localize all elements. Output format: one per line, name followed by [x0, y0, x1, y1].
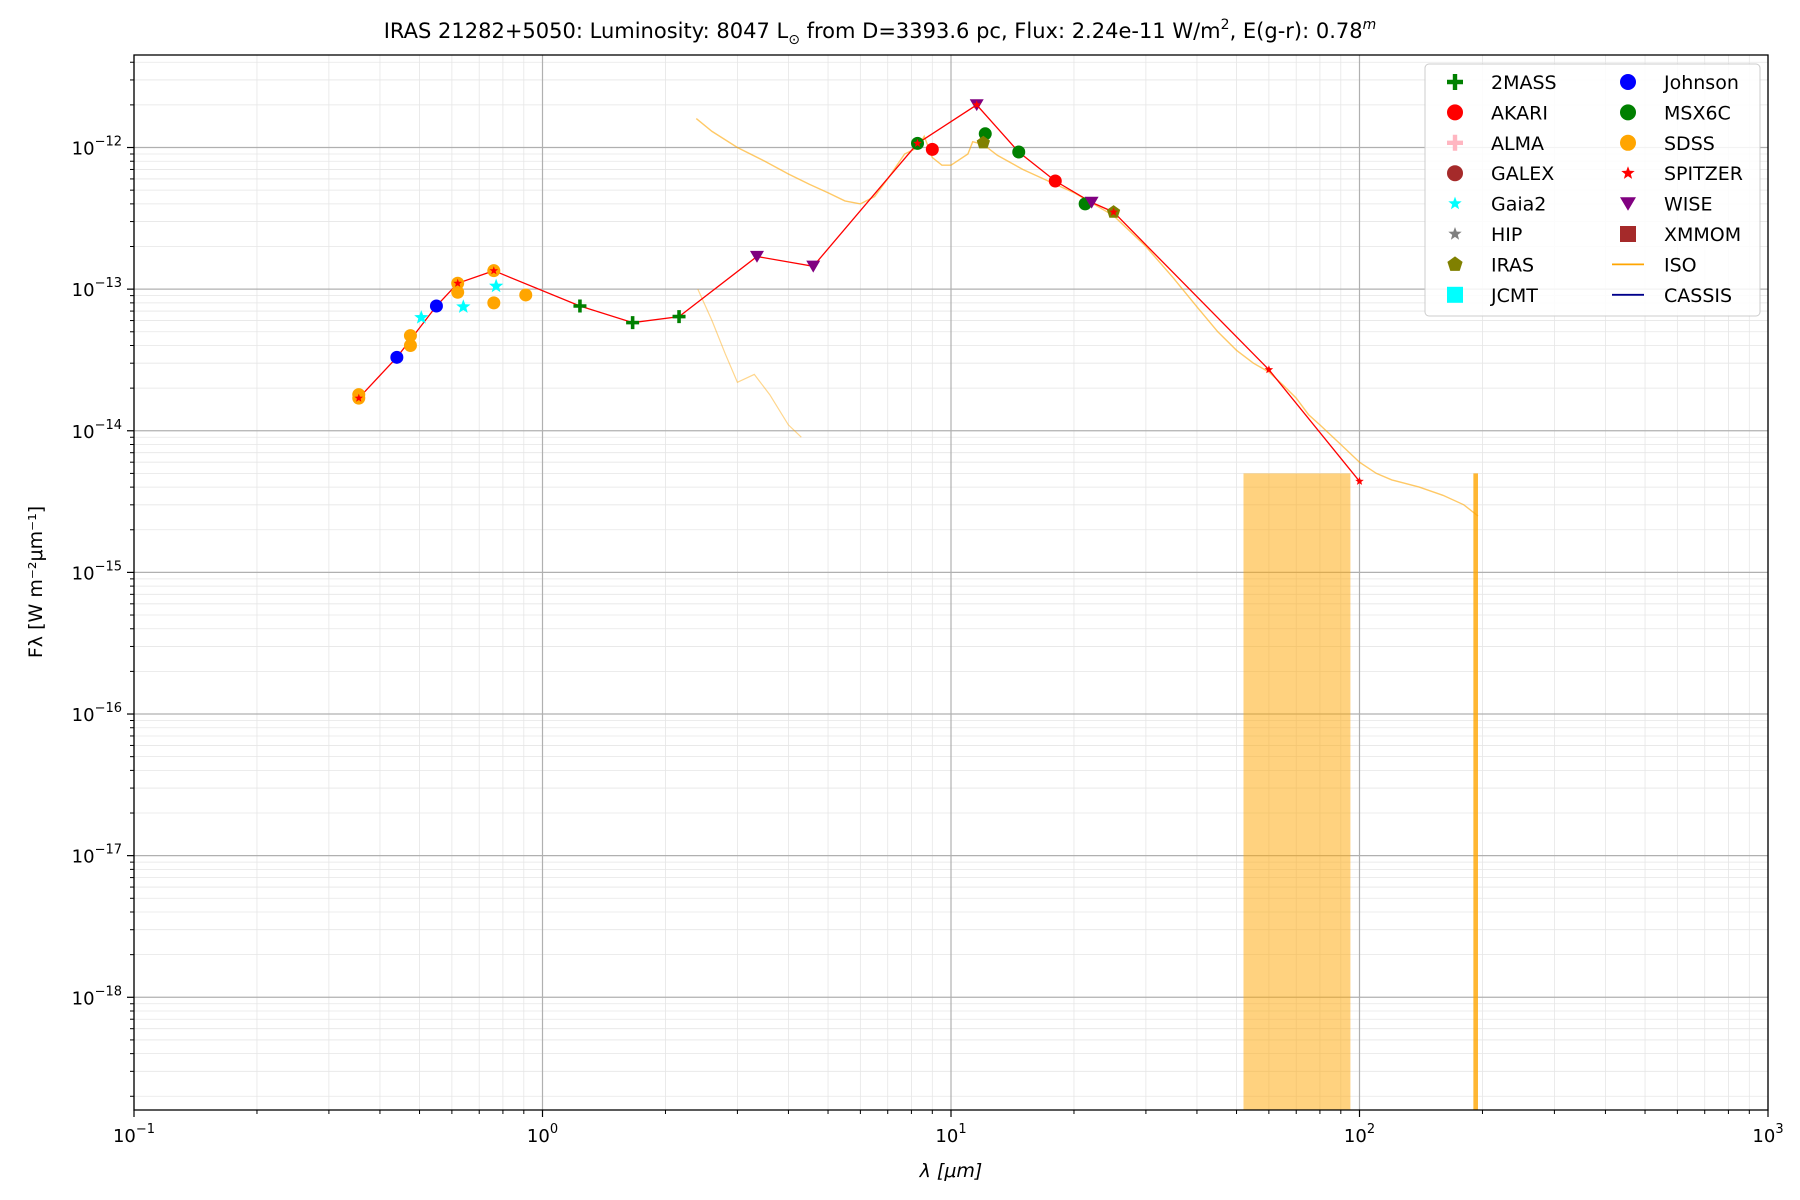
legend-label-alma: ALMA	[1491, 133, 1544, 155]
point-spitzer	[1355, 476, 1364, 485]
point-spitzer	[972, 100, 981, 109]
y-tick-label: 10−14	[72, 418, 122, 443]
x-tick-label: 100	[527, 1122, 558, 1147]
iso-tail-band	[1473, 473, 1478, 1110]
chart-title: IRAS 21282+5050: Luminosity: 8047 L⊙ fro…	[384, 17, 1377, 48]
point-sdss	[451, 285, 465, 299]
legend-label-iso: ISO	[1664, 254, 1697, 276]
x-tick-label: 103	[1752, 1122, 1783, 1147]
legend-label-xmmom: XMMOM	[1664, 224, 1741, 246]
iso-spectrum-line-lower	[697, 288, 802, 438]
y-tick-label: 10−17	[72, 843, 122, 868]
point-spitzer	[354, 393, 363, 402]
legend-label-cassis: CASSIS	[1664, 285, 1732, 307]
legend-label-gaia2: Gaia2	[1491, 194, 1546, 216]
x-tick-label: 102	[1344, 1122, 1375, 1147]
legend-label-wise: WISE	[1664, 194, 1712, 216]
legend: 2MASS Johnson AKARI MSX6C ALMA SDSS GALEX SPITZ…	[1424, 63, 1761, 317]
iso-spectrum	[695, 118, 1479, 1110]
point-spitzer	[489, 266, 499, 275]
legend-label-hip: HIP	[1491, 224, 1522, 246]
legend-label-johnson: Johnson	[1663, 72, 1739, 94]
x-axis-ticks: 10−1 100 101 102 103	[113, 1110, 1784, 1147]
legend-label-jcmt: JCMT	[1490, 285, 1538, 307]
legend-box	[1424, 63, 1761, 317]
point-spitzer	[913, 138, 922, 147]
y-tick-label: 10−15	[72, 559, 122, 584]
legend-marker-johnson	[1620, 74, 1636, 90]
y-tick-label: 10−13	[72, 276, 122, 301]
y-tick-label: 10−16	[72, 701, 122, 726]
legend-label-spitzer: SPITZER	[1664, 163, 1743, 185]
legend-marker-sdss	[1620, 134, 1636, 151]
point-sdss	[403, 329, 417, 343]
iso-spectrum-line	[695, 118, 1479, 517]
point-sdss	[487, 296, 501, 310]
point-iras	[976, 135, 990, 149]
point-gaia2	[456, 299, 471, 313]
x-axis-label: λ [μm]	[919, 1160, 983, 1182]
point-wise	[749, 250, 764, 263]
y-axis-ticks: 10−18 10−17 10−16 10−15 10−14 10−13 10−12	[72, 61, 134, 1097]
point-akari	[1048, 174, 1062, 188]
point-2mass	[626, 316, 640, 330]
legend-label-iras: IRAS	[1491, 254, 1534, 276]
legend-marker-hip	[1448, 227, 1462, 240]
y-tick-label: 10−18	[72, 984, 122, 1009]
legend-marker-wise	[1620, 197, 1636, 211]
x-tick-label: 10−1	[113, 1122, 155, 1147]
legend-label-galex: GALEX	[1491, 163, 1554, 185]
legend-label-2mass: 2MASS	[1491, 72, 1557, 94]
legend-marker-xmmom	[1620, 226, 1636, 242]
point-spitzer	[1109, 207, 1118, 216]
legend-marker-gaia2	[1448, 196, 1462, 210]
legend-marker-msx6c	[1620, 104, 1636, 121]
point-sdss	[519, 288, 533, 302]
y-axis-label: Fλ [W m⁻²μm⁻¹]	[25, 506, 47, 658]
legend-label-sdss: SDSS	[1664, 133, 1715, 155]
legend-label-akari: AKARI	[1491, 102, 1548, 124]
point-spitzer	[1264, 365, 1274, 374]
legend-marker-jcmt	[1447, 286, 1463, 303]
y-tick-label: 10−12	[72, 135, 122, 160]
legend-label-msx6c: MSX6C	[1664, 102, 1731, 124]
iso-noise-band	[1243, 473, 1351, 1110]
legend-marker-alma	[1447, 134, 1463, 151]
point-wise	[806, 260, 821, 273]
legend-marker-galex	[1447, 165, 1463, 182]
point-akari	[925, 142, 939, 156]
legend-marker-spitzer	[1621, 166, 1635, 179]
legend-marker-akari	[1447, 104, 1463, 121]
point-johnson	[390, 350, 404, 364]
point-2mass	[573, 299, 587, 313]
point-gaia2	[489, 278, 504, 293]
point-wise	[1084, 196, 1099, 209]
point-spitzer	[453, 278, 462, 287]
point-msx6c	[1012, 145, 1026, 159]
point-gaia2	[414, 310, 429, 324]
legend-marker-2mass	[1447, 74, 1463, 90]
point-sdss	[403, 339, 417, 353]
x-tick-label: 101	[935, 1122, 966, 1147]
point-johnson	[429, 299, 443, 313]
legend-marker-iras	[1447, 256, 1463, 271]
point-2mass	[672, 310, 686, 324]
photometry-points	[352, 99, 1364, 485]
